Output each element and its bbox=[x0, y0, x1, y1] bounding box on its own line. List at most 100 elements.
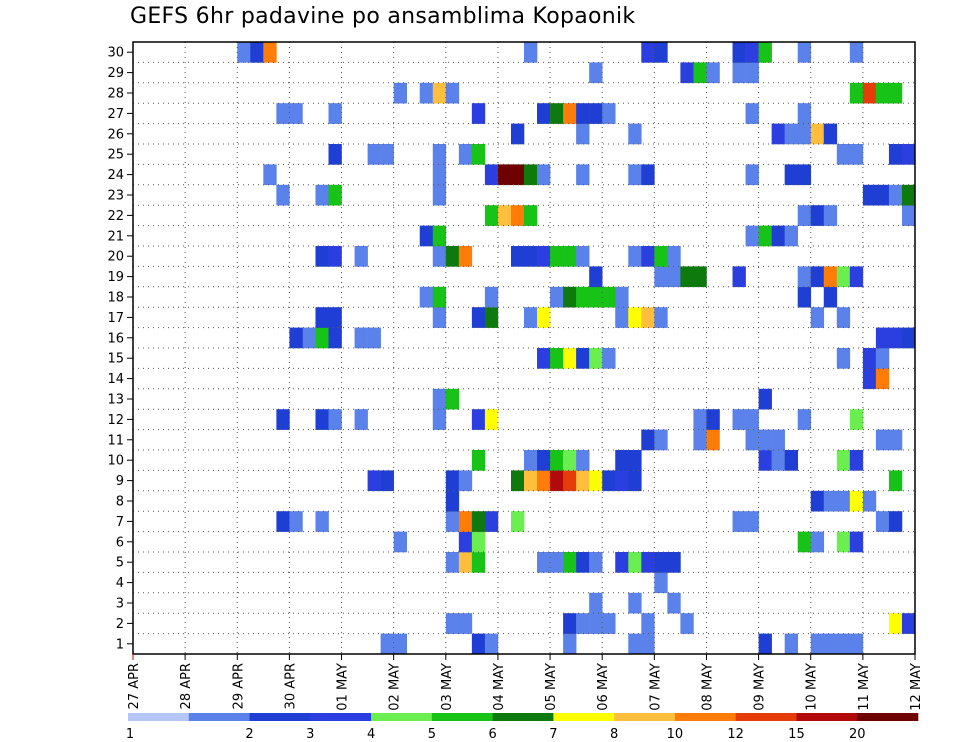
heatmap-cell bbox=[745, 225, 759, 247]
heatmap-cell bbox=[432, 409, 447, 430]
heatmap-cell bbox=[771, 123, 785, 145]
y-tick-label: 19 bbox=[107, 270, 124, 285]
heatmap-cell bbox=[745, 429, 759, 451]
heatmap-cell bbox=[576, 470, 590, 492]
heatmap-cell bbox=[432, 144, 447, 165]
heatmap-cell bbox=[276, 184, 290, 206]
y-axis: 1234567891011121314151617181920212223242… bbox=[107, 46, 133, 652]
y-tick-label: 17 bbox=[107, 311, 124, 326]
legend-swatch bbox=[431, 713, 493, 721]
heatmap-cell bbox=[380, 470, 394, 492]
y-tick-label: 5 bbox=[116, 556, 124, 571]
heatmap-cell bbox=[524, 42, 538, 63]
heatmap-cell bbox=[432, 184, 447, 206]
heatmap-cell bbox=[589, 470, 603, 492]
legend-swatch bbox=[371, 713, 433, 721]
heatmap-cell bbox=[328, 409, 342, 430]
x-tick-label: 08 MAY bbox=[700, 663, 715, 711]
heatmap-cell bbox=[524, 246, 538, 267]
heatmap-cell bbox=[602, 348, 616, 369]
heatmap-cell bbox=[758, 388, 772, 410]
x-tick-label: 12 MAY bbox=[909, 663, 924, 711]
heatmap-cell bbox=[393, 633, 407, 655]
heatmap-cell bbox=[367, 327, 381, 349]
y-tick-label: 27 bbox=[107, 107, 124, 122]
heatmap-cell bbox=[550, 552, 564, 573]
x-tick-label: 29 APR bbox=[231, 663, 246, 709]
legend-label: 20 bbox=[849, 727, 866, 742]
heatmap-cell bbox=[771, 450, 785, 471]
heatmap-cell bbox=[823, 205, 838, 226]
legend-label: 5 bbox=[428, 727, 436, 742]
heatmap-cell bbox=[484, 286, 499, 308]
heatmap-cell bbox=[784, 225, 798, 247]
heatmap-cell bbox=[615, 470, 629, 492]
legend-swatch bbox=[796, 713, 858, 721]
heatmap-cell bbox=[823, 633, 838, 655]
heatmap-cell bbox=[654, 572, 668, 594]
heatmap-cell bbox=[354, 246, 368, 267]
heatmap-cell bbox=[732, 409, 746, 430]
heatmap-cell bbox=[367, 144, 381, 165]
heatmap-cell bbox=[471, 307, 486, 328]
heatmap-cell bbox=[458, 552, 473, 573]
y-tick-label: 28 bbox=[107, 87, 124, 102]
heatmap-cell bbox=[732, 511, 746, 532]
heatmap-cell bbox=[862, 348, 877, 369]
heatmap-cell bbox=[836, 266, 851, 288]
heatmap-cell bbox=[315, 511, 329, 532]
heatmap-cell bbox=[849, 409, 864, 430]
heatmap-cell bbox=[771, 225, 785, 247]
heatmap-cell bbox=[576, 450, 590, 471]
x-axis: 27 APR 28 APR 29 APR 30 APR 01 MAY 02 MAY 03 M… bbox=[127, 654, 924, 711]
heatmap-cell bbox=[784, 123, 798, 145]
x-tick-label: 11 MAY bbox=[857, 663, 872, 711]
heatmap-cell bbox=[380, 144, 394, 165]
heatmap-cell bbox=[641, 246, 655, 267]
legend-label: 8 bbox=[610, 727, 618, 742]
heatmap-cell bbox=[641, 42, 655, 63]
heatmap-cell bbox=[563, 470, 577, 492]
heatmap-cell bbox=[563, 348, 577, 369]
x-tick-label: 07 MAY bbox=[648, 663, 663, 711]
heatmap-cell bbox=[654, 429, 668, 451]
heatmap-cell bbox=[641, 307, 655, 328]
heatmap-cell bbox=[602, 103, 616, 124]
heatmap-cell bbox=[458, 144, 473, 165]
heatmap-cell bbox=[745, 511, 759, 532]
heatmap-cell bbox=[250, 42, 264, 63]
heatmap-cell bbox=[432, 246, 447, 267]
color-legend: 1 2 3 4 5 6 7 8 10 12 15 20 bbox=[126, 713, 919, 742]
heatmap-cell bbox=[615, 286, 629, 308]
legend-swatch bbox=[188, 713, 250, 721]
heatmap-cell bbox=[797, 164, 812, 186]
heatmap-cell bbox=[693, 266, 707, 288]
heatmap-cell bbox=[563, 246, 577, 267]
heatmap-cell bbox=[628, 450, 642, 471]
heatmap-cell bbox=[589, 592, 603, 614]
heatmap-cell bbox=[901, 613, 916, 634]
heatmap-cell bbox=[328, 246, 342, 267]
heatmap-cell bbox=[576, 613, 590, 634]
heatmap-cell bbox=[901, 327, 916, 349]
legend-swatch bbox=[492, 713, 554, 721]
heatmap-cell bbox=[432, 286, 447, 308]
heatmap-cell bbox=[836, 531, 851, 553]
heatmap-cell bbox=[576, 164, 590, 186]
x-tick-label: 04 MAY bbox=[492, 663, 507, 711]
heatmap-cell bbox=[497, 164, 512, 186]
heatmap-cell bbox=[810, 205, 825, 226]
heatmap-cell bbox=[810, 633, 825, 655]
heatmap-cell bbox=[471, 531, 486, 553]
heatmap-cell bbox=[471, 409, 486, 430]
heatmap-cell bbox=[628, 633, 642, 655]
heatmap-cell bbox=[628, 164, 642, 186]
heatmap-cell bbox=[576, 103, 590, 124]
heatmap-cell bbox=[315, 307, 329, 328]
legend-swatch bbox=[614, 713, 676, 721]
heatmap-cell bbox=[784, 164, 798, 186]
heatmap-cell bbox=[680, 613, 694, 634]
y-tick-label: 26 bbox=[107, 127, 124, 142]
heatmap-cell bbox=[888, 82, 903, 104]
heatmap-cell bbox=[458, 613, 473, 634]
